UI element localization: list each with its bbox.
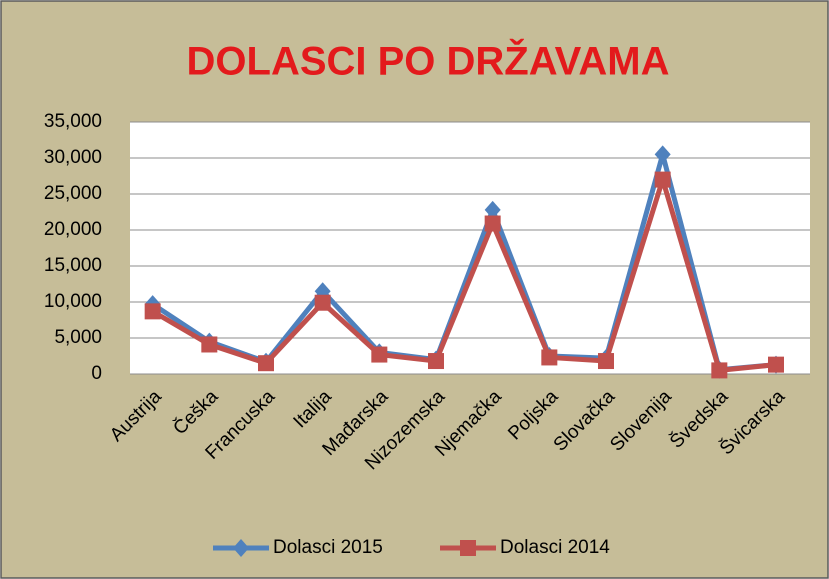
marker — [654, 145, 671, 164]
marker — [484, 215, 501, 232]
series-line — [151, 177, 777, 373]
marker — [460, 540, 476, 556]
marker — [428, 353, 444, 370]
marker — [768, 356, 784, 373]
marker — [598, 353, 614, 370]
marker — [144, 303, 161, 320]
marker — [233, 539, 249, 557]
legend-label: Dolasci 2015 — [273, 537, 383, 558]
y-tick-label: 20,000 — [44, 219, 102, 240]
y-tick-label: 15,000 — [44, 255, 102, 276]
y-tick-label: 10,000 — [44, 291, 102, 312]
y-tick-label: 35,000 — [44, 111, 102, 132]
marker — [314, 294, 331, 311]
y-tick-label: 30,000 — [44, 147, 102, 168]
marker — [371, 346, 388, 363]
marker — [484, 200, 501, 219]
marker — [654, 171, 671, 188]
y-tick-label: 25,000 — [44, 183, 102, 204]
marker — [201, 336, 218, 353]
y-tick-label: 5,000 — [54, 327, 102, 348]
marker — [711, 362, 728, 379]
marker — [541, 349, 558, 366]
y-tick-label: 0 — [91, 363, 102, 384]
plot-area — [130, 122, 810, 374]
chart-title: DOLASCI PO DRŽAVAMA — [187, 38, 670, 84]
marker — [258, 355, 274, 372]
legend-label: Dolasci 2014 — [500, 537, 610, 558]
